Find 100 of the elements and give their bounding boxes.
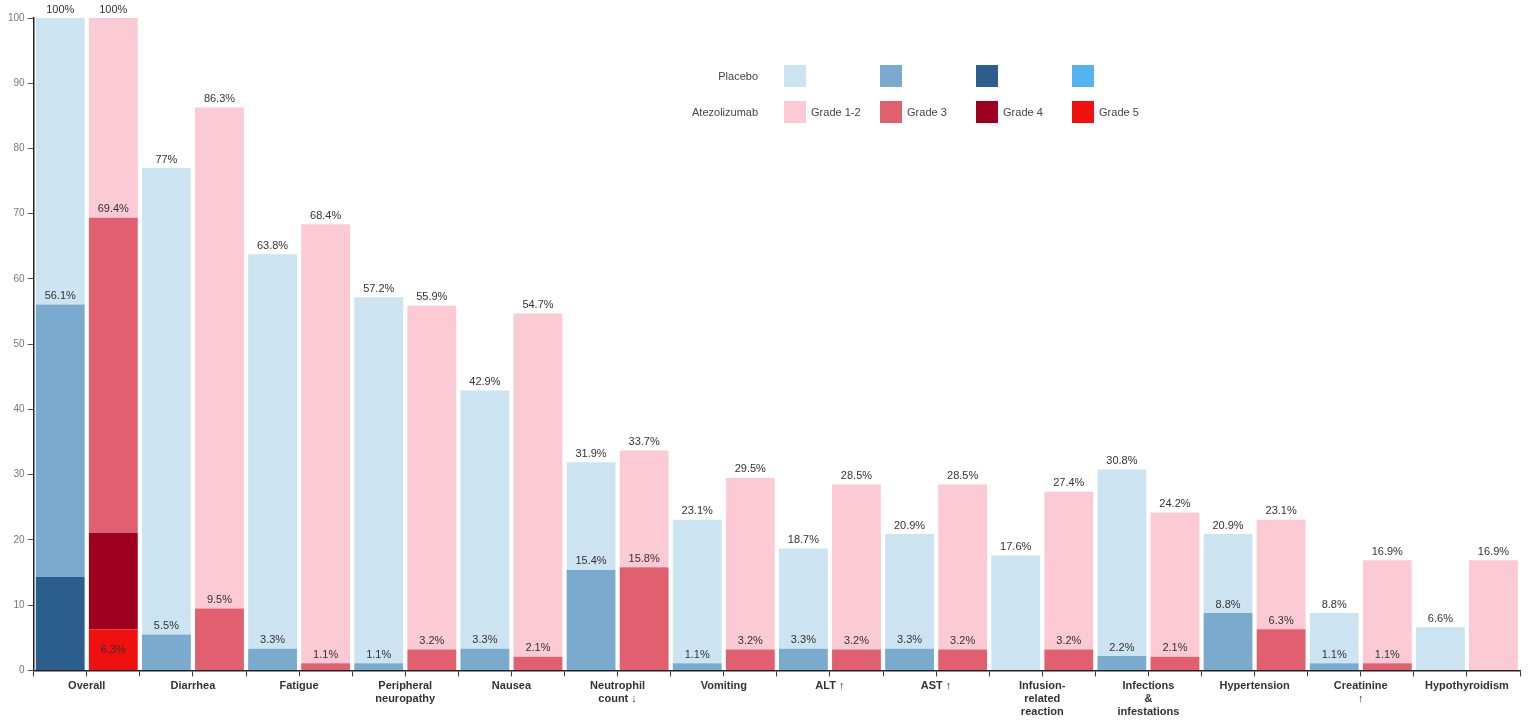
data-label: 6.3% — [100, 642, 127, 655]
x-tick-label: Creatinine ↑ — [1333, 679, 1388, 705]
legend-label: Grade 1-2 — [811, 106, 861, 118]
data-label: 15.8% — [628, 551, 660, 564]
bar — [354, 297, 404, 664]
data-label: 6.3% — [1268, 613, 1294, 626]
total-label: 8.8% — [1321, 597, 1347, 610]
bar — [141, 634, 191, 670]
legend-label: Grade 4 — [1003, 106, 1043, 118]
total-label: 63.8% — [256, 238, 289, 251]
bar — [195, 107, 244, 609]
y-tick-label: 20 — [13, 533, 26, 545]
data-label: 3.2% — [950, 634, 976, 647]
bar — [619, 450, 669, 568]
bar — [35, 18, 85, 305]
bar — [88, 217, 138, 533]
bar — [513, 313, 563, 657]
total-label: 20.9% — [893, 518, 926, 531]
bar — [1097, 656, 1147, 670]
data-label: 2.1% — [525, 641, 551, 654]
data-label: 3.3% — [260, 633, 286, 646]
total-label: 77% — [155, 152, 178, 165]
y-tick-label: 60 — [13, 272, 26, 284]
data-label: 3.2% — [1056, 634, 1082, 647]
bar — [672, 663, 722, 670]
y-tick-label: 70 — [13, 207, 26, 219]
bar — [1203, 534, 1253, 613]
data-label: 5.5% — [153, 619, 180, 632]
total-label: 28.5% — [840, 469, 873, 481]
bar — [991, 555, 1041, 670]
bar — [88, 629, 138, 670]
x-tick-label: Overall — [68, 679, 106, 692]
annotation: 56.1% — [44, 288, 77, 301]
bar — [88, 18, 138, 218]
bar — [832, 649, 881, 670]
total-label: 100% — [46, 2, 75, 15]
y-tick-label: 90 — [13, 76, 26, 88]
bar — [1362, 560, 1412, 664]
data-label: 2.2% — [1109, 640, 1135, 653]
x-tick-label: Hypertension — [1219, 679, 1291, 692]
bar — [1362, 663, 1412, 670]
total-label: 86.3% — [203, 91, 236, 104]
data-label: 3.2% — [737, 634, 764, 647]
bar — [248, 254, 297, 649]
x-tick-label: Nausea — [491, 679, 532, 692]
bar — [1256, 519, 1306, 630]
bar — [1044, 491, 1094, 650]
total-label: 20.9% — [1212, 518, 1244, 531]
bar — [460, 390, 510, 649]
bar — [1309, 612, 1359, 664]
total-label: 55.9% — [416, 290, 448, 303]
bar — [938, 649, 988, 670]
y-tick-label: 10 — [13, 598, 26, 610]
total-label: 30.8% — [1106, 453, 1138, 466]
y-tick-label: 50 — [13, 337, 26, 349]
data-label: 1.1% — [366, 647, 392, 660]
bar — [885, 534, 934, 649]
bar — [938, 484, 988, 650]
x-tick-label: Vomiting — [700, 679, 747, 692]
total-label: 33.7% — [628, 435, 660, 448]
x-tick-label: Peripheral neuropathy — [375, 679, 437, 705]
annotation: Atezolizumab — [691, 105, 760, 120]
data-label: 1.1% — [684, 647, 710, 660]
data-label: 3.3% — [790, 633, 817, 646]
bar — [1309, 663, 1359, 670]
data-label: 3.2% — [419, 634, 445, 647]
total-label: 17.6% — [1000, 540, 1032, 553]
y-tick-label: 80 — [13, 142, 26, 154]
bar — [725, 649, 775, 670]
x-tick-label: AST ↑ — [920, 679, 952, 692]
bar — [460, 648, 510, 670]
total-label: 23.1% — [1265, 504, 1297, 517]
data-label: 9.5% — [206, 592, 233, 605]
data-label: 2.1% — [1162, 641, 1188, 654]
data-label: 1.1% — [1374, 647, 1401, 660]
total-label: 57.2% — [363, 281, 395, 294]
data-label: 8.8% — [1215, 597, 1241, 610]
total-label: 27.4% — [1053, 476, 1085, 489]
total-label: 18.7% — [787, 532, 820, 545]
bar — [1150, 512, 1200, 657]
x-tick-label: ALT ↑ — [815, 679, 845, 692]
bar — [1203, 612, 1253, 670]
legend-label: Grade 5 — [1099, 106, 1139, 118]
bar — [35, 304, 85, 578]
bar — [832, 484, 881, 650]
y-tick-label: 100 — [8, 11, 26, 23]
legend-label: Grade 3 — [907, 106, 947, 118]
data-label: 3.3% — [897, 633, 923, 646]
bar — [407, 649, 457, 670]
data-label: 1.1% — [313, 647, 339, 660]
annotation: Placebo — [717, 69, 760, 84]
bar — [1150, 656, 1200, 670]
total-label: 31.9% — [575, 446, 607, 459]
total-label: 68.4% — [310, 208, 342, 221]
data-label: 15.4% — [575, 554, 607, 567]
bar — [1469, 560, 1518, 670]
bar — [195, 608, 244, 670]
bar — [1415, 627, 1465, 670]
x-tick-label: Diarrhea — [170, 679, 217, 692]
bar — [566, 569, 616, 670]
